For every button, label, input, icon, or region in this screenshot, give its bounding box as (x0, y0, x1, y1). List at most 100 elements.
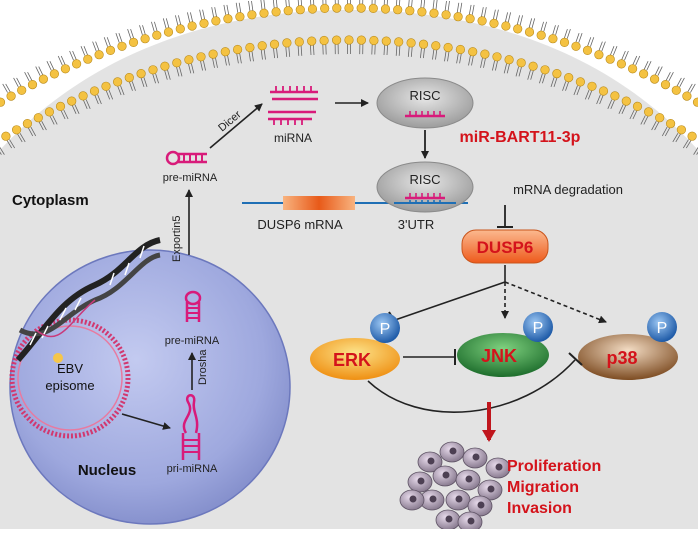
cell-nucleus (487, 485, 495, 493)
lipid-head (516, 58, 526, 68)
utr-label: 3'UTR (398, 217, 434, 232)
p38-protein: p38 P (578, 312, 678, 380)
lipid-head (235, 12, 245, 22)
lipid-head (196, 52, 206, 62)
dusp6-erk-inhibition (394, 265, 506, 321)
pre-mirna-hairpin-cyto-icon (165, 150, 207, 166)
risc-top-label: RISC (409, 88, 440, 103)
lipid-head (605, 54, 615, 64)
lipid-head (417, 7, 427, 17)
ebv-label: EBV (57, 361, 83, 376)
lipid-head (344, 3, 354, 13)
lipid-head (524, 27, 535, 37)
lipid-head (501, 21, 511, 31)
lipid-head (332, 35, 342, 45)
lipid-head (594, 50, 604, 60)
risc-bottom-label: RISC (409, 172, 440, 187)
lipid-head (208, 49, 218, 59)
dna-helix-icon (15, 237, 161, 363)
p38-phospho-icon (647, 312, 677, 342)
lipid-head (112, 77, 123, 87)
lipid-head (559, 37, 570, 48)
lipid-head (220, 47, 230, 57)
cancer-cell-cluster-icon (399, 441, 511, 533)
lipid-head (136, 68, 146, 79)
lipid-head (655, 113, 665, 123)
pri-mirna-label: pri-miRNA (167, 463, 218, 475)
lipid-head (271, 7, 281, 17)
lipid-head (259, 8, 269, 18)
lipid-head (368, 3, 378, 13)
lipid-head (294, 37, 304, 47)
lipid-head (44, 107, 55, 117)
cell-nucleus (409, 495, 417, 503)
lipid-head (282, 38, 292, 48)
lipid-head (441, 10, 451, 20)
lipid-head (575, 77, 586, 87)
dusp6-label: DUSP6 (477, 238, 534, 257)
episome-label: episome (45, 378, 94, 393)
lipid-head (128, 37, 139, 48)
lipid-head (627, 64, 638, 74)
pre-mirna-nucleus-label: pre-miRNA (165, 335, 220, 347)
jnk-label: JNK (481, 346, 517, 366)
lipid-head (269, 39, 280, 49)
lipid-head (12, 125, 22, 135)
lipid-head (381, 36, 391, 46)
lipid-head (616, 59, 627, 69)
pre-mirna-cyto-label: pre-miRNA (163, 172, 218, 184)
lipid-head (295, 5, 305, 15)
lipid-head (38, 74, 49, 84)
dusp6-coding-region (283, 196, 355, 210)
cell-nucleus (467, 517, 475, 525)
lipid-head (172, 58, 182, 68)
lipid-head (27, 79, 38, 90)
outcome-proliferation: Proliferation (507, 458, 601, 475)
lipid-head (17, 85, 27, 95)
lipid-head (638, 69, 649, 79)
cell-nucleus (465, 475, 473, 483)
lipid-head (682, 91, 692, 101)
pre-mirna-hairpin-nucleus-icon (184, 290, 202, 322)
lipid-head (405, 6, 415, 16)
lipid-head (94, 50, 104, 60)
lipid-head (564, 72, 574, 83)
lipid-head (163, 27, 174, 37)
outcome-migration: Migration (507, 479, 579, 496)
lipid-head (332, 3, 342, 13)
lipid-head (406, 38, 416, 48)
cell-nucleus (472, 453, 480, 461)
dusp6-protein: DUSP6 (461, 229, 549, 264)
jnk-phospho-icon (523, 312, 553, 342)
lipid-head (504, 55, 514, 65)
lipid-head (89, 86, 100, 96)
lipid-head (83, 54, 93, 64)
lipid-head (453, 12, 463, 22)
lipid-head (582, 45, 593, 56)
lipid-head (78, 91, 88, 101)
lipid-head (55, 101, 66, 111)
lipid-head (455, 44, 466, 55)
lipid-head (356, 3, 366, 13)
dusp6-mrna-label: DUSP6 mRNA (257, 217, 343, 232)
lipid-head (67, 96, 77, 106)
lipid-head (247, 10, 257, 20)
mirna-label: miRNA (274, 131, 312, 145)
lipid-head (6, 91, 16, 101)
lipid-head (431, 41, 441, 51)
lipid-head (480, 49, 490, 59)
lipid-head (571, 41, 581, 51)
lipid-head (140, 34, 150, 44)
lipid-head (671, 85, 681, 95)
lipid-head (60, 64, 71, 74)
lipid-head (0, 97, 6, 107)
nucleus-label: Nucleus (78, 462, 136, 479)
lipid-head (687, 131, 697, 141)
ebv-episome-ring (9, 317, 131, 439)
cell-nucleus (429, 495, 437, 503)
lipid-head (489, 18, 499, 28)
dicer-arrow (209, 103, 263, 149)
exportin5-label: Exportin5 (171, 216, 183, 262)
cell-nucleus (442, 471, 450, 479)
